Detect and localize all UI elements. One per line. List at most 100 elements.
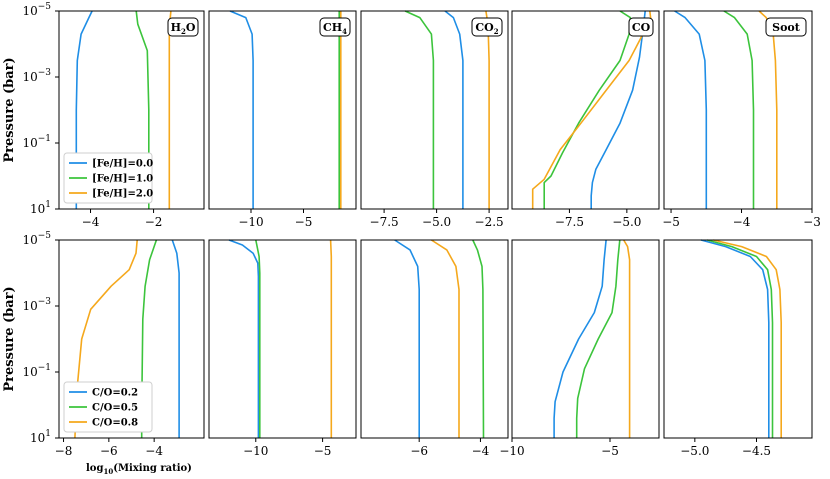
series-line-C/O=0.2: [700, 239, 770, 438]
y-axis-label-bottom: Pressure (bar): [2, 286, 17, 391]
legend-1: [Fe/H]=0.0 [Fe/H]=1.0 [Fe/H]=2.0: [63, 152, 153, 204]
series-line-[Fe/H]=0.0: [229, 10, 254, 209]
x-tick-label: −5.0: [612, 215, 641, 229]
species-label-box: [471, 17, 503, 37]
x-tick-label: −10: [499, 444, 524, 458]
panel-2-5: −5.0 −4.5: [663, 239, 813, 458]
panel-frame: [511, 239, 660, 439]
species-label: CO: [632, 21, 651, 34]
y-tick-label: 10−3: [22, 297, 51, 313]
series-line-C/O=0.5: [575, 239, 621, 438]
panel-1-2: −10 −5 CH4: [208, 10, 357, 229]
series-line-[Fe/H]=2.0: [758, 10, 778, 209]
series-line-[Fe/H]=1.0: [723, 10, 755, 209]
legend-2: C/O=0.2 C/O=0.5 C/O=0.8: [63, 381, 153, 433]
x-tick-label: −4: [82, 215, 100, 229]
series-line-[Fe/H]=0.0: [590, 10, 646, 209]
panel-2-3: −6 −4: [360, 239, 509, 458]
panel-2-1: −8 −6 −4 10−5 10−3 10−1 101: [22, 231, 205, 458]
series-line-[Fe/H]=2.0: [485, 10, 490, 209]
x-tick-label: −4: [145, 444, 163, 458]
species-label-box: [167, 17, 199, 37]
y-axis-label-top: Pressure (bar): [2, 57, 17, 162]
panel-1-5: −5 −4 −3 Soot: [662, 10, 821, 229]
series-line-C/O=0.8: [74, 239, 138, 439]
x-axis-label: log10(Mixing ratio): [86, 463, 192, 476]
x-tick-label: −4.5: [742, 444, 771, 458]
x-tick-label: −2: [145, 215, 163, 229]
x-tick-label: −7.5: [370, 215, 399, 229]
series-line-C/O=0.8: [623, 239, 631, 438]
panel-1-4: −7.5 −5.0 CO: [511, 10, 660, 229]
legend-entry: C/O=0.5: [92, 403, 138, 414]
x-tick-label: −7.5: [555, 215, 584, 229]
x-tick-label: −5.0: [680, 444, 709, 458]
y-tick-label: 101: [30, 429, 51, 445]
y-tick-label: 10−3: [22, 68, 51, 84]
series-line-C/O=0.8: [329, 239, 333, 438]
plot-area: −4 −2 10−5 10−3 10−1 101 H2O −10 −5 CH4 −7.5 −5.0 −2…: [22, 2, 820, 458]
series-line-C/O=0.8: [713, 239, 782, 438]
x-tick-label: −5: [601, 444, 619, 458]
species-label: Soot: [772, 21, 801, 34]
series-line-C/O=0.5: [255, 239, 261, 438]
x-tick-label: −6: [410, 444, 428, 458]
x-tick-label: −4: [733, 215, 751, 229]
x-tick-label: −2.5: [475, 215, 504, 229]
panel-frame: [208, 10, 357, 210]
panel-frame: [360, 10, 509, 210]
series-line-C/O=0.2: [171, 239, 180, 438]
x-tick-label: −5.0: [422, 215, 451, 229]
panel-frame: [663, 239, 813, 439]
series-line-C/O=0.2: [394, 239, 420, 438]
legend-entry: [Fe/H]=0.0: [92, 159, 153, 170]
species-label: H2O: [171, 21, 196, 36]
x-tick-label: −4: [472, 444, 490, 458]
y-tick-label: 101: [30, 200, 51, 216]
panel-frame: [511, 10, 660, 210]
species-label: CH4: [323, 21, 347, 36]
panel-1-3: −7.5 −5.0 −2.5 CO2: [360, 10, 509, 229]
y-tick-label: 10−1: [22, 134, 51, 150]
panel-2-2: −10 −5: [208, 239, 357, 458]
panel-frame: [360, 239, 509, 439]
x-tick-label: −6: [100, 444, 118, 458]
series-line-C/O=0.5: [472, 239, 485, 439]
panel-2-4: −10 −5: [499, 239, 660, 458]
panel-frame: [58, 10, 205, 210]
x-tick-label: −3: [803, 215, 821, 229]
series-line-C/O=0.8: [430, 239, 460, 438]
species-label-box: [319, 17, 351, 37]
series-line-[Fe/H]=0.0: [75, 10, 93, 209]
series-line-[Fe/H]=0.0: [444, 10, 464, 209]
legend-entry: C/O=0.2: [92, 388, 138, 399]
legend-entry: C/O=0.8: [92, 418, 138, 429]
panel-frame: [663, 10, 813, 210]
legend-box: [63, 152, 153, 204]
legend-entry: [Fe/H]=2.0: [92, 189, 153, 200]
x-tick-label: −10: [243, 444, 268, 458]
species-label: CO2: [475, 21, 498, 36]
series-line-[Fe/H]=0.0: [674, 10, 708, 209]
series-line-[Fe/H]=2.0: [531, 10, 652, 209]
x-tick-label: −5: [314, 444, 332, 458]
legend-box: [63, 381, 153, 433]
panel-1-1: −4 −2 10−5 10−3 10−1 101 H2O: [22, 2, 205, 229]
x-tick-label: −5: [662, 215, 680, 229]
series-line-C/O=0.2: [228, 239, 260, 438]
series-line-C/O=0.2: [553, 239, 607, 438]
series-line-[Fe/H]=1.0: [543, 10, 632, 209]
series-line-[Fe/H]=2.0: [168, 10, 172, 209]
panel-frame: [58, 239, 205, 439]
panel-frame: [208, 239, 357, 439]
series-line-[Fe/H]=1.0: [404, 10, 435, 209]
species-label-box: [765, 17, 807, 37]
series-line-C/O=0.5: [706, 239, 774, 438]
x-tick-label: −5: [295, 215, 313, 229]
x-tick-label: −10: [238, 215, 263, 229]
y-tick-label: 10−5: [22, 231, 51, 247]
legend-entry: [Fe/H]=1.0: [92, 174, 153, 185]
x-tick-label: −8: [55, 444, 73, 458]
series-line-[Fe/H]=1.0: [135, 10, 150, 209]
